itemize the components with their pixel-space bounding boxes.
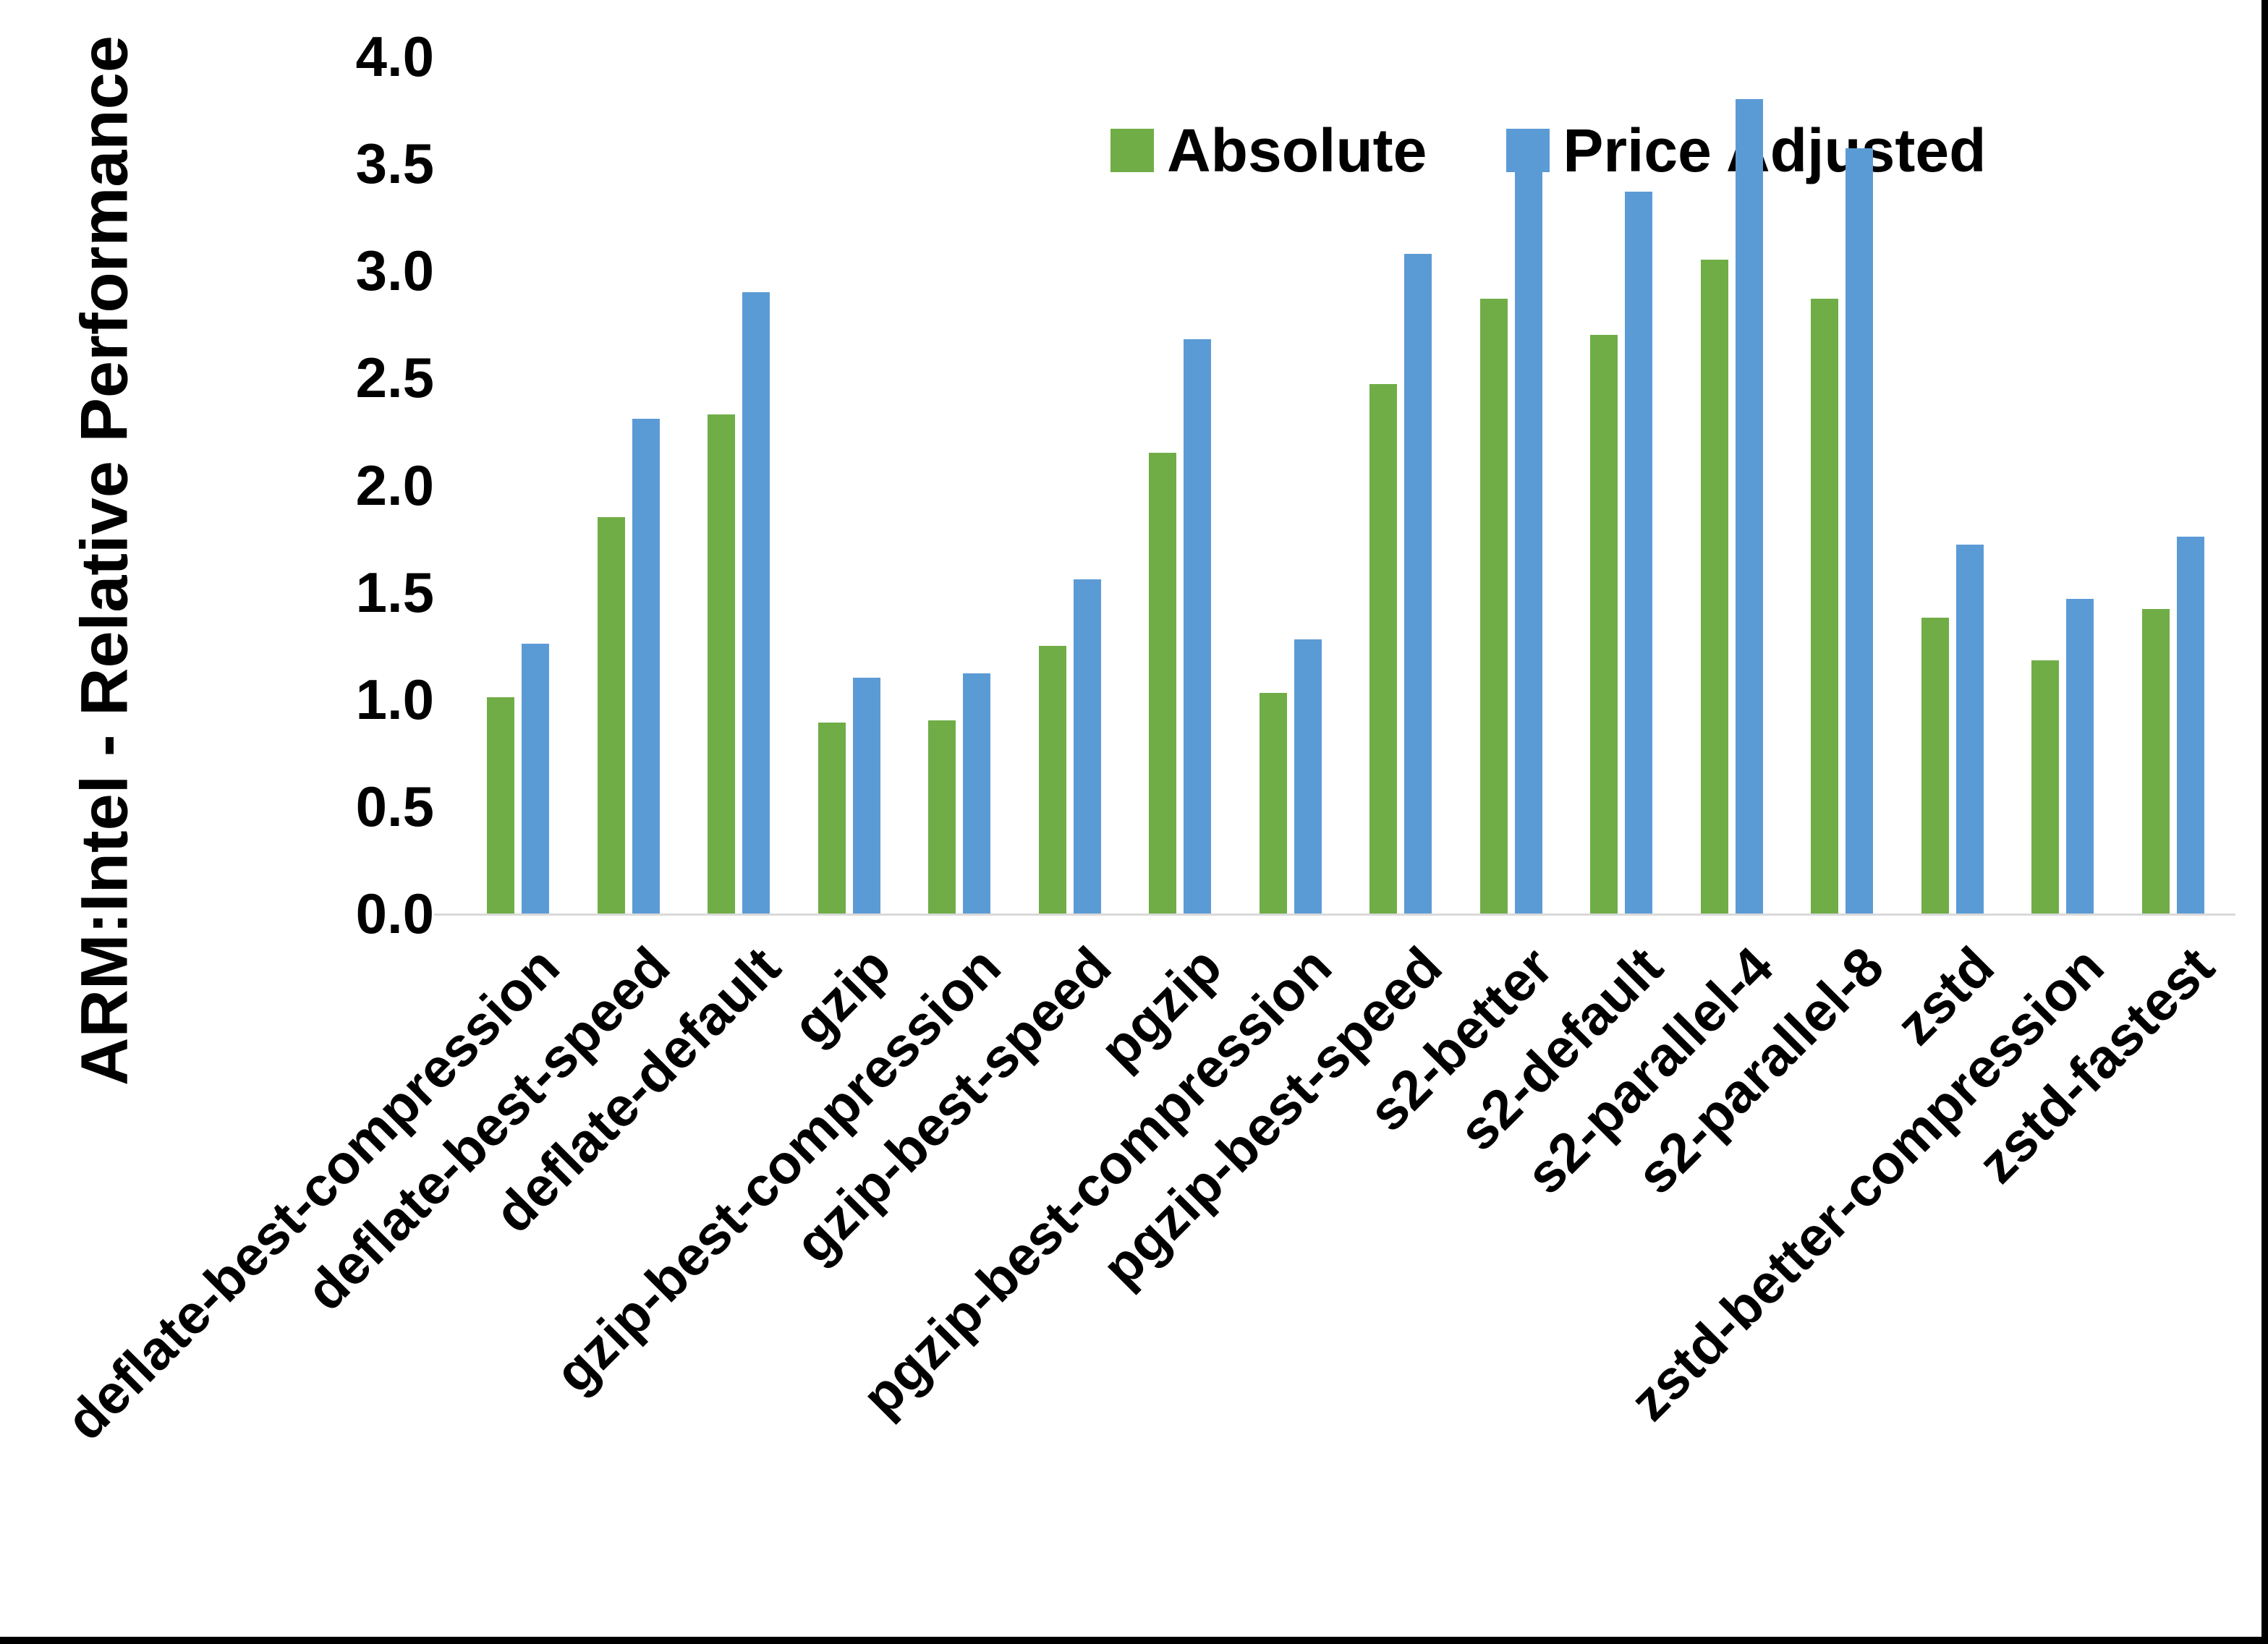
y-tick-label: 3.5	[355, 132, 434, 196]
bar-price-adjusted	[1073, 579, 1101, 913]
bar-price-adjusted	[632, 418, 660, 913]
bar-absolute	[2031, 660, 2060, 913]
y-tick-label: 4.0	[355, 25, 434, 88]
y-tick-label: 2.5	[355, 346, 434, 410]
bar-absolute	[1811, 298, 1839, 913]
bar-price-adjusted	[963, 673, 991, 913]
bar-absolute	[487, 697, 515, 913]
y-tick-label: 1.5	[355, 560, 434, 624]
bar-price-adjusted	[1955, 545, 1984, 913]
legend-item-price-adjusted: Price Adjusted	[1506, 120, 1986, 181]
legend: Absolute Price Adjusted	[1110, 120, 1986, 181]
bar-price-adjusted	[742, 291, 770, 913]
bar-price-adjusted	[852, 678, 880, 913]
y-tick-label: 1.0	[355, 667, 434, 731]
bar-absolute	[1149, 453, 1177, 913]
bar-absolute	[817, 723, 846, 913]
x-axis-line	[434, 913, 2235, 916]
bar-price-adjusted	[1625, 191, 1653, 913]
bar-absolute	[1590, 335, 1618, 913]
y-tick-label: 2.0	[355, 453, 434, 517]
y-tick-label: 3.0	[355, 239, 434, 303]
bar-price-adjusted	[1404, 253, 1432, 913]
bar-absolute	[1921, 618, 1949, 913]
legend-label: Absolute	[1167, 116, 1427, 184]
y-tick-label: 0.5	[355, 774, 434, 838]
bar-absolute	[708, 414, 736, 913]
bar-price-adjusted	[1846, 148, 1874, 913]
bar-absolute	[2141, 609, 2170, 913]
legend-swatch-icon	[1110, 129, 1154, 172]
bar-price-adjusted	[522, 643, 550, 913]
bar-absolute	[1479, 298, 1508, 913]
legend-label: Price Adjusted	[1563, 116, 1987, 184]
bar-price-adjusted	[1735, 99, 1763, 913]
bar-price-adjusted	[2176, 536, 2204, 913]
bar-absolute	[928, 720, 956, 913]
y-axis-title: ARM:Intel - Relative Performance	[67, 35, 142, 1086]
bar-absolute	[1259, 692, 1287, 913]
bar-price-adjusted	[1294, 639, 1322, 913]
bar-absolute	[1038, 645, 1066, 913]
legend-item-absolute: Absolute	[1110, 120, 1427, 181]
bar-price-adjusted	[1184, 339, 1212, 913]
bar-price-adjusted	[2066, 598, 2094, 913]
bar-absolute	[1700, 260, 1728, 913]
plot-area: Absolute Price Adjusted	[463, 56, 2228, 913]
bar-price-adjusted	[1514, 148, 1542, 913]
bar-absolute	[1369, 384, 1398, 913]
y-tick-label: 0.0	[355, 882, 434, 945]
bar-absolute	[597, 516, 625, 913]
